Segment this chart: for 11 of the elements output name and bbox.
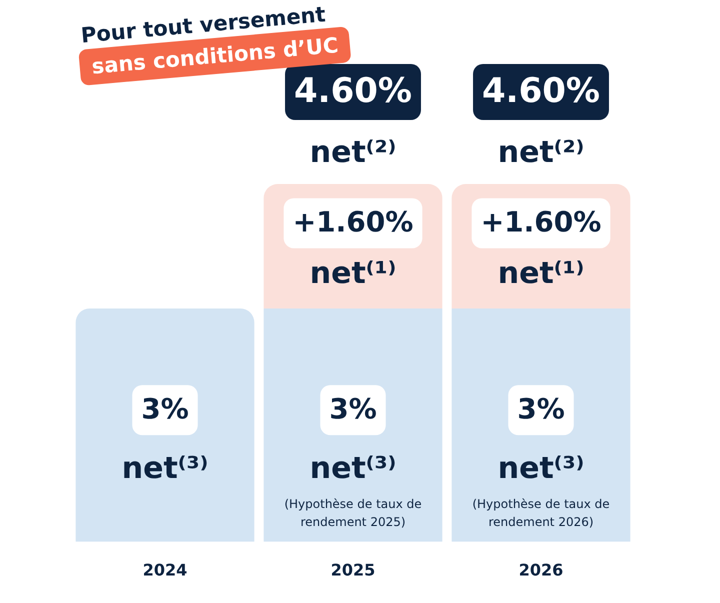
x-tick-label: 2025 — [330, 560, 376, 580]
total-label: 4.60% net⁽²⁾ — [482, 70, 600, 170]
data-label: +1.60% net⁽¹⁾ — [480, 206, 602, 292]
data-label: 3% net⁽³⁾ — [122, 392, 208, 486]
annotation: (Hypothèse de taux de rendement 2026) — [472, 496, 610, 529]
data-label: +1.60% net⁽¹⁾ — [292, 206, 414, 292]
data-label: 3% net⁽³⁾ — [310, 392, 396, 486]
x-tick-label: 2026 — [518, 560, 564, 580]
data-label: 3% net⁽³⁾ — [498, 392, 584, 486]
annotation: (Hypothèse de taux de rendement 2025) — [284, 496, 422, 529]
x-tick-label: 2024 — [142, 560, 188, 580]
